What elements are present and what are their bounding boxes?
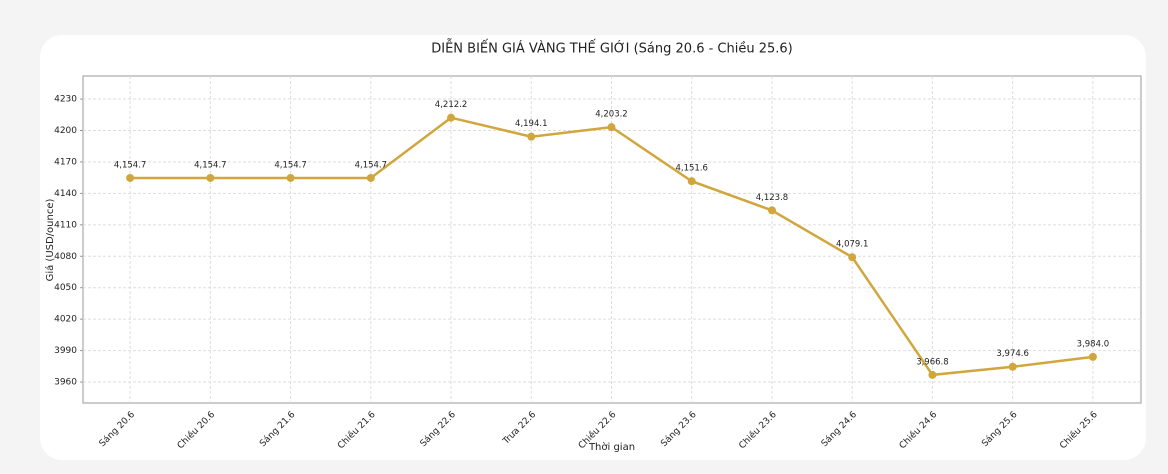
value-label: 4,154.7 — [114, 160, 146, 170]
point — [1008, 362, 1017, 371]
point — [447, 113, 456, 122]
point — [928, 370, 937, 379]
value-label: 3,966.8 — [916, 357, 948, 367]
y-tick-label: 4020 — [54, 315, 77, 325]
point — [687, 177, 696, 186]
y-tick-label: 4140 — [54, 189, 77, 199]
value-label: 4,194.1 — [515, 119, 547, 129]
value-label: 3,984.0 — [1077, 339, 1109, 349]
y-tick-label: 3990 — [54, 346, 77, 356]
point — [848, 253, 857, 262]
point — [366, 173, 375, 182]
value-label: 4,123.8 — [756, 193, 788, 203]
y-tick-label: 4110 — [54, 220, 77, 230]
y-axis-label: Giá (USD/ounce) — [44, 198, 56, 281]
value-label: 4,151.6 — [676, 164, 708, 174]
point — [126, 173, 135, 182]
value-label: 4,212.2 — [435, 100, 467, 110]
value-label: 4,154.7 — [355, 160, 387, 170]
chart-title: DIỄN BIẾN GIÁ VÀNG THẾ GIỚI (Sáng 20.6 -… — [431, 40, 793, 57]
x-axis-label: Thời gian — [588, 441, 635, 453]
point — [527, 132, 536, 141]
value-label: 4,154.7 — [274, 160, 306, 170]
point — [1088, 352, 1097, 361]
y-tick-label: 4170 — [54, 157, 77, 167]
point — [767, 206, 776, 215]
point — [206, 173, 215, 182]
y-tick-label: 3960 — [54, 378, 77, 388]
point — [607, 123, 616, 132]
y-tick-label: 4200 — [54, 126, 77, 136]
value-label: 4,154.7 — [194, 160, 226, 170]
y-tick-label: 4050 — [54, 283, 77, 293]
y-tick-label: 4080 — [54, 252, 77, 262]
value-label: 4,203.2 — [595, 110, 627, 120]
value-label: 4,079.1 — [836, 240, 868, 250]
y-tick-label: 4230 — [54, 95, 77, 105]
point — [286, 173, 295, 182]
value-label: 3,974.6 — [996, 349, 1028, 359]
